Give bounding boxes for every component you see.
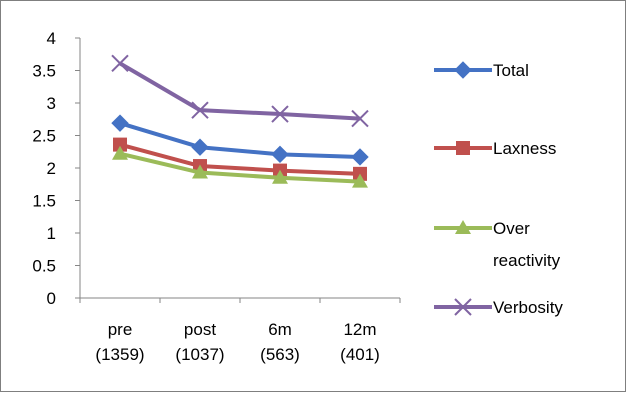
series-line [119, 121, 361, 159]
x-tick-label: 12m (401) [340, 320, 380, 364]
legend-label: Over reactivity [493, 219, 561, 270]
legend-marker [456, 141, 470, 155]
plot-area [111, 54, 369, 188]
legend-label: Verbosity [493, 298, 563, 317]
y-tick-label: 1 [47, 224, 56, 243]
y-tick-label: 4 [47, 29, 56, 48]
data-point [272, 169, 288, 184]
y-tick-label: 1.5 [32, 192, 56, 211]
legend-marker [454, 61, 472, 79]
legend-item: Verbosity [434, 298, 563, 317]
legend-label: Total [493, 61, 529, 80]
data-point [112, 145, 128, 160]
series-line [119, 142, 361, 176]
series-line [119, 151, 361, 184]
data-point [111, 54, 129, 73]
legend-item: Laxness [434, 139, 556, 158]
y-tick-label: 3 [47, 94, 56, 113]
data-point [271, 105, 289, 123]
legend: Total Laxness Over reactivity Verbosity [434, 61, 563, 317]
x-tick-label: 6m (563) [260, 320, 300, 364]
legend-item: Total [434, 61, 529, 80]
y-tick-label: 0.5 [32, 257, 56, 276]
x-tick-label: post (1037) [175, 320, 224, 364]
series-total [111, 114, 369, 166]
legend-marker [454, 298, 472, 316]
y-tick-label: 0 [47, 289, 56, 308]
data-point [191, 101, 209, 119]
y-tick-label: 2.5 [32, 127, 56, 146]
axes: 0 0.5 1 1.5 2 2.5 3 3.5 4 pre (1359) post (1037) 6m (5… [32, 29, 401, 364]
legend-item: Over reactivity [434, 219, 561, 270]
data-point [352, 173, 368, 188]
series-over-reactivity [112, 145, 368, 188]
y-tick-label: 2 [47, 159, 56, 178]
data-point [113, 137, 127, 152]
legend-label: Laxness [493, 139, 556, 158]
x-tick-label: pre (1359) [95, 320, 144, 364]
legend-marker [455, 220, 471, 234]
data-point [271, 145, 289, 164]
data-point [192, 164, 208, 179]
data-point [191, 138, 209, 156]
y-tick-label: 3.5 [32, 62, 56, 81]
series-line [118, 61, 361, 121]
data-point [351, 148, 369, 166]
data-point [351, 109, 369, 128]
data-point [111, 114, 129, 132]
series-verbosity [111, 54, 369, 128]
